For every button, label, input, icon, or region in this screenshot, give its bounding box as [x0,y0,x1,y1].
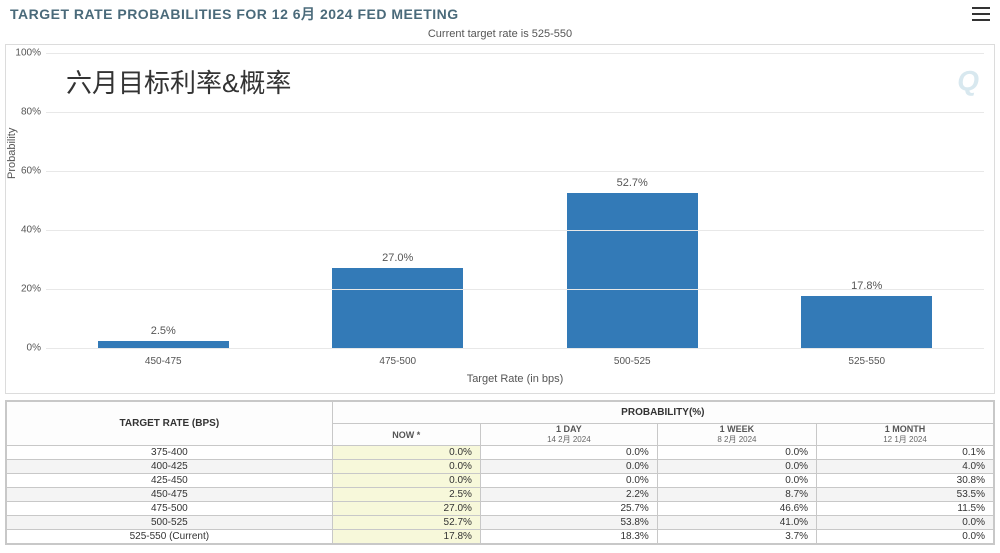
bars-group: 2.5% 27.0% 52.7% 17.8% [46,53,984,348]
gridline [46,348,984,349]
gridline [46,171,984,172]
cell-probability: 0.0% [817,530,994,544]
plot-area: 2.5%27.0%52.7%17.8% 0%20%40%60%80%100% [46,53,984,348]
cell-probability: 0.0% [332,446,480,460]
cell-probability: 17.8% [332,530,480,544]
gridline [46,53,984,54]
y-tick-label: 0% [11,343,41,354]
cell-rate: 475-500 [7,502,333,516]
cell-probability: 0.0% [657,474,816,488]
th-period: 1 DAY14 2月 2024 [480,424,657,446]
cell-probability: 0.0% [480,474,657,488]
y-tick-label: 60% [11,166,41,177]
x-tick-label: 450-475 [69,356,257,367]
cell-probability: 46.6% [657,502,816,516]
cell-probability: 0.0% [657,446,816,460]
menu-icon[interactable] [972,7,990,21]
cell-probability: 0.0% [480,460,657,474]
x-axis-label: Target Rate (in bps) [46,373,984,385]
cell-probability: 0.0% [332,474,480,488]
y-tick-label: 20% [11,284,41,295]
gridline [46,112,984,113]
bar-value-label: 52.7% [617,177,648,189]
cell-probability: 25.7% [480,502,657,516]
bar-slot: 17.8% [773,53,961,348]
chart-container: 六月目标利率&概率 Q Probability 2.5%27.0%52.7%17… [5,44,995,394]
cell-probability: 11.5% [817,502,994,516]
cell-probability: 2.5% [332,488,480,502]
table-row: 525-550 (Current)17.8%18.3%3.7%0.0% [7,530,994,544]
cell-probability: 2.2% [480,488,657,502]
x-tick-label: 475-500 [304,356,492,367]
bar [98,341,229,348]
bar-value-label: 27.0% [382,252,413,264]
probability-table: TARGET RATE (BPS) PROBABILITY(%) NOW *1 … [6,401,994,544]
y-tick-label: 100% [11,48,41,59]
cell-rate: 525-550 (Current) [7,530,333,544]
cell-rate: 400-425 [7,460,333,474]
cell-probability: 53.5% [817,488,994,502]
bar [332,268,463,348]
cell-probability: 4.0% [817,460,994,474]
bar-slot: 2.5% [69,53,257,348]
bar-value-label: 2.5% [151,325,176,337]
cell-probability: 0.0% [817,516,994,530]
cell-probability: 0.0% [657,460,816,474]
gridline [46,230,984,231]
th-period: NOW * [332,424,480,446]
x-tick-label: 525-550 [773,356,961,367]
cell-probability: 30.8% [817,474,994,488]
cell-rate: 450-475 [7,488,333,502]
table-row: 400-4250.0%0.0%0.0%4.0% [7,460,994,474]
table-row: 450-4752.5%2.2%8.7%53.5% [7,488,994,502]
y-tick-label: 80% [11,107,41,118]
bar [567,193,698,348]
th-probability: PROBABILITY(%) [332,402,993,424]
cell-probability: 52.7% [332,516,480,530]
header: TARGET RATE PROBABILITIES FOR 12 6月 2024… [0,0,1000,26]
cell-probability: 53.8% [480,516,657,530]
table-row: 500-52552.7%53.8%41.0%0.0% [7,516,994,530]
th-period: 1 WEEK8 2月 2024 [657,424,816,446]
bar-slot: 52.7% [538,53,726,348]
cell-probability: 3.7% [657,530,816,544]
y-tick-label: 40% [11,225,41,236]
table-row: 425-4500.0%0.0%0.0%30.8% [7,474,994,488]
bar [801,296,932,349]
subtitle: Current target rate is 525-550 [0,26,1000,44]
cell-rate: 500-525 [7,516,333,530]
table-row: 375-4000.0%0.0%0.0%0.1% [7,446,994,460]
table-row: 475-50027.0%25.7%46.6%11.5% [7,502,994,516]
cell-probability: 41.0% [657,516,816,530]
probability-table-container: TARGET RATE (BPS) PROBABILITY(%) NOW *1 … [5,400,995,545]
x-axis: 450-475 475-500 500-525 525-550 [46,350,984,367]
th-target-rate: TARGET RATE (BPS) [7,402,333,446]
cell-probability: 18.3% [480,530,657,544]
cell-probability: 0.0% [332,460,480,474]
cell-rate: 425-450 [7,474,333,488]
cell-probability: 0.1% [817,446,994,460]
page-title: TARGET RATE PROBABILITIES FOR 12 6月 2024… [10,4,459,24]
cell-probability: 0.0% [480,446,657,460]
cell-probability: 27.0% [332,502,480,516]
cell-rate: 375-400 [7,446,333,460]
x-tick-label: 500-525 [538,356,726,367]
bar-slot: 27.0% [304,53,492,348]
cell-probability: 8.7% [657,488,816,502]
gridline [46,289,984,290]
th-period: 1 MONTH12 1月 2024 [817,424,994,446]
